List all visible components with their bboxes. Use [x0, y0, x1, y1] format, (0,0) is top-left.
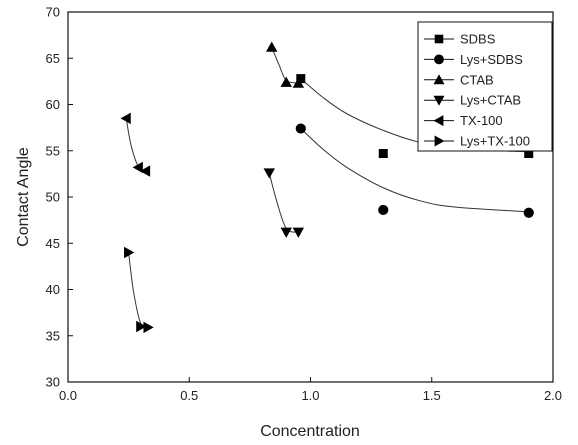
point-lys-plus-sdbs	[295, 123, 306, 134]
x-tick-label: 0.5	[180, 388, 198, 403]
y-tick-label: 40	[46, 282, 60, 297]
x-tick-label: 1.0	[301, 388, 319, 403]
x-tick-label: 2.0	[544, 388, 562, 403]
point-lys-plus-sdbs	[523, 207, 534, 218]
point-sdbs	[524, 149, 534, 159]
point-lys-plus-ctab	[263, 168, 275, 179]
fit-curve-lys-plus-ctab	[268, 172, 299, 233]
y-axis-title: Contact Angle	[15, 147, 32, 247]
point-lys-plus-tx-100	[136, 320, 147, 333]
y-tick-label: 30	[46, 375, 60, 390]
x-tick-label: 1.5	[423, 388, 441, 403]
data-markers	[120, 41, 534, 334]
y-axis: 30 35 40 45 50 55 60 65 70	[46, 5, 73, 390]
legend: SDBS Lys+SDBS CTAB Lys+CTAB TX-100 Lys+TX-100	[417, 21, 553, 152]
point-ctab	[292, 77, 305, 88]
legend-label-tx-100: TX-100	[460, 113, 503, 128]
legend-marker-lys-plus-tx-100	[434, 135, 445, 147]
point-tx-100	[139, 165, 151, 177]
point-tx-100	[120, 112, 131, 125]
x-axis: 0.0 0.5 1.0 1.5 2.0	[59, 377, 562, 403]
legend-label-lys-plus-tx-100: Lys+TX-100	[460, 134, 530, 149]
legend-box	[417, 21, 553, 152]
y-tick-label: 50	[46, 190, 60, 205]
fit-curve-ctab	[271, 46, 299, 84]
point-lys-plus-tx-100	[143, 321, 154, 334]
y-tick-label: 35	[46, 328, 60, 343]
point-lys-plus-tx-100	[124, 246, 135, 259]
legend-marker-sdbs	[434, 34, 444, 44]
y-tick-label: 60	[46, 97, 60, 112]
legend-label-lys-plus-sdbs: Lys+SDBS	[460, 52, 523, 67]
legend-marker-tx-100	[433, 115, 444, 127]
point-sdbs	[296, 74, 306, 84]
y-tick-label: 45	[46, 236, 60, 251]
point-tx-100	[132, 161, 143, 174]
x-tick-label: 0.0	[59, 388, 77, 403]
fit-curve-lys-plus-sdbs	[300, 128, 529, 213]
point-lys-plus-sdbs	[378, 204, 389, 216]
legend-marker-lys-plus-ctab	[433, 95, 445, 106]
y-tick-label: 70	[46, 5, 60, 20]
point-lys-plus-ctab	[280, 227, 292, 238]
point-ctab	[280, 76, 292, 87]
legend-label-ctab: CTAB	[460, 72, 494, 87]
x-axis-title: Concentration	[260, 423, 360, 440]
point-sdbs	[378, 149, 388, 159]
y-tick-label: 65	[46, 51, 60, 66]
y-tick-label: 55	[46, 143, 60, 158]
point-ctab	[266, 41, 278, 52]
legend-marker-lys-plus-sdbs	[434, 54, 444, 65]
legend-marker-ctab	[433, 74, 445, 85]
legend-label-sdbs: SDBS	[460, 32, 496, 47]
point-lys-plus-ctab	[292, 227, 305, 238]
fit-curve-lys-plus-tx-100	[128, 252, 149, 329]
legend-label-lys-plus-ctab: Lys+CTAB	[460, 93, 521, 108]
